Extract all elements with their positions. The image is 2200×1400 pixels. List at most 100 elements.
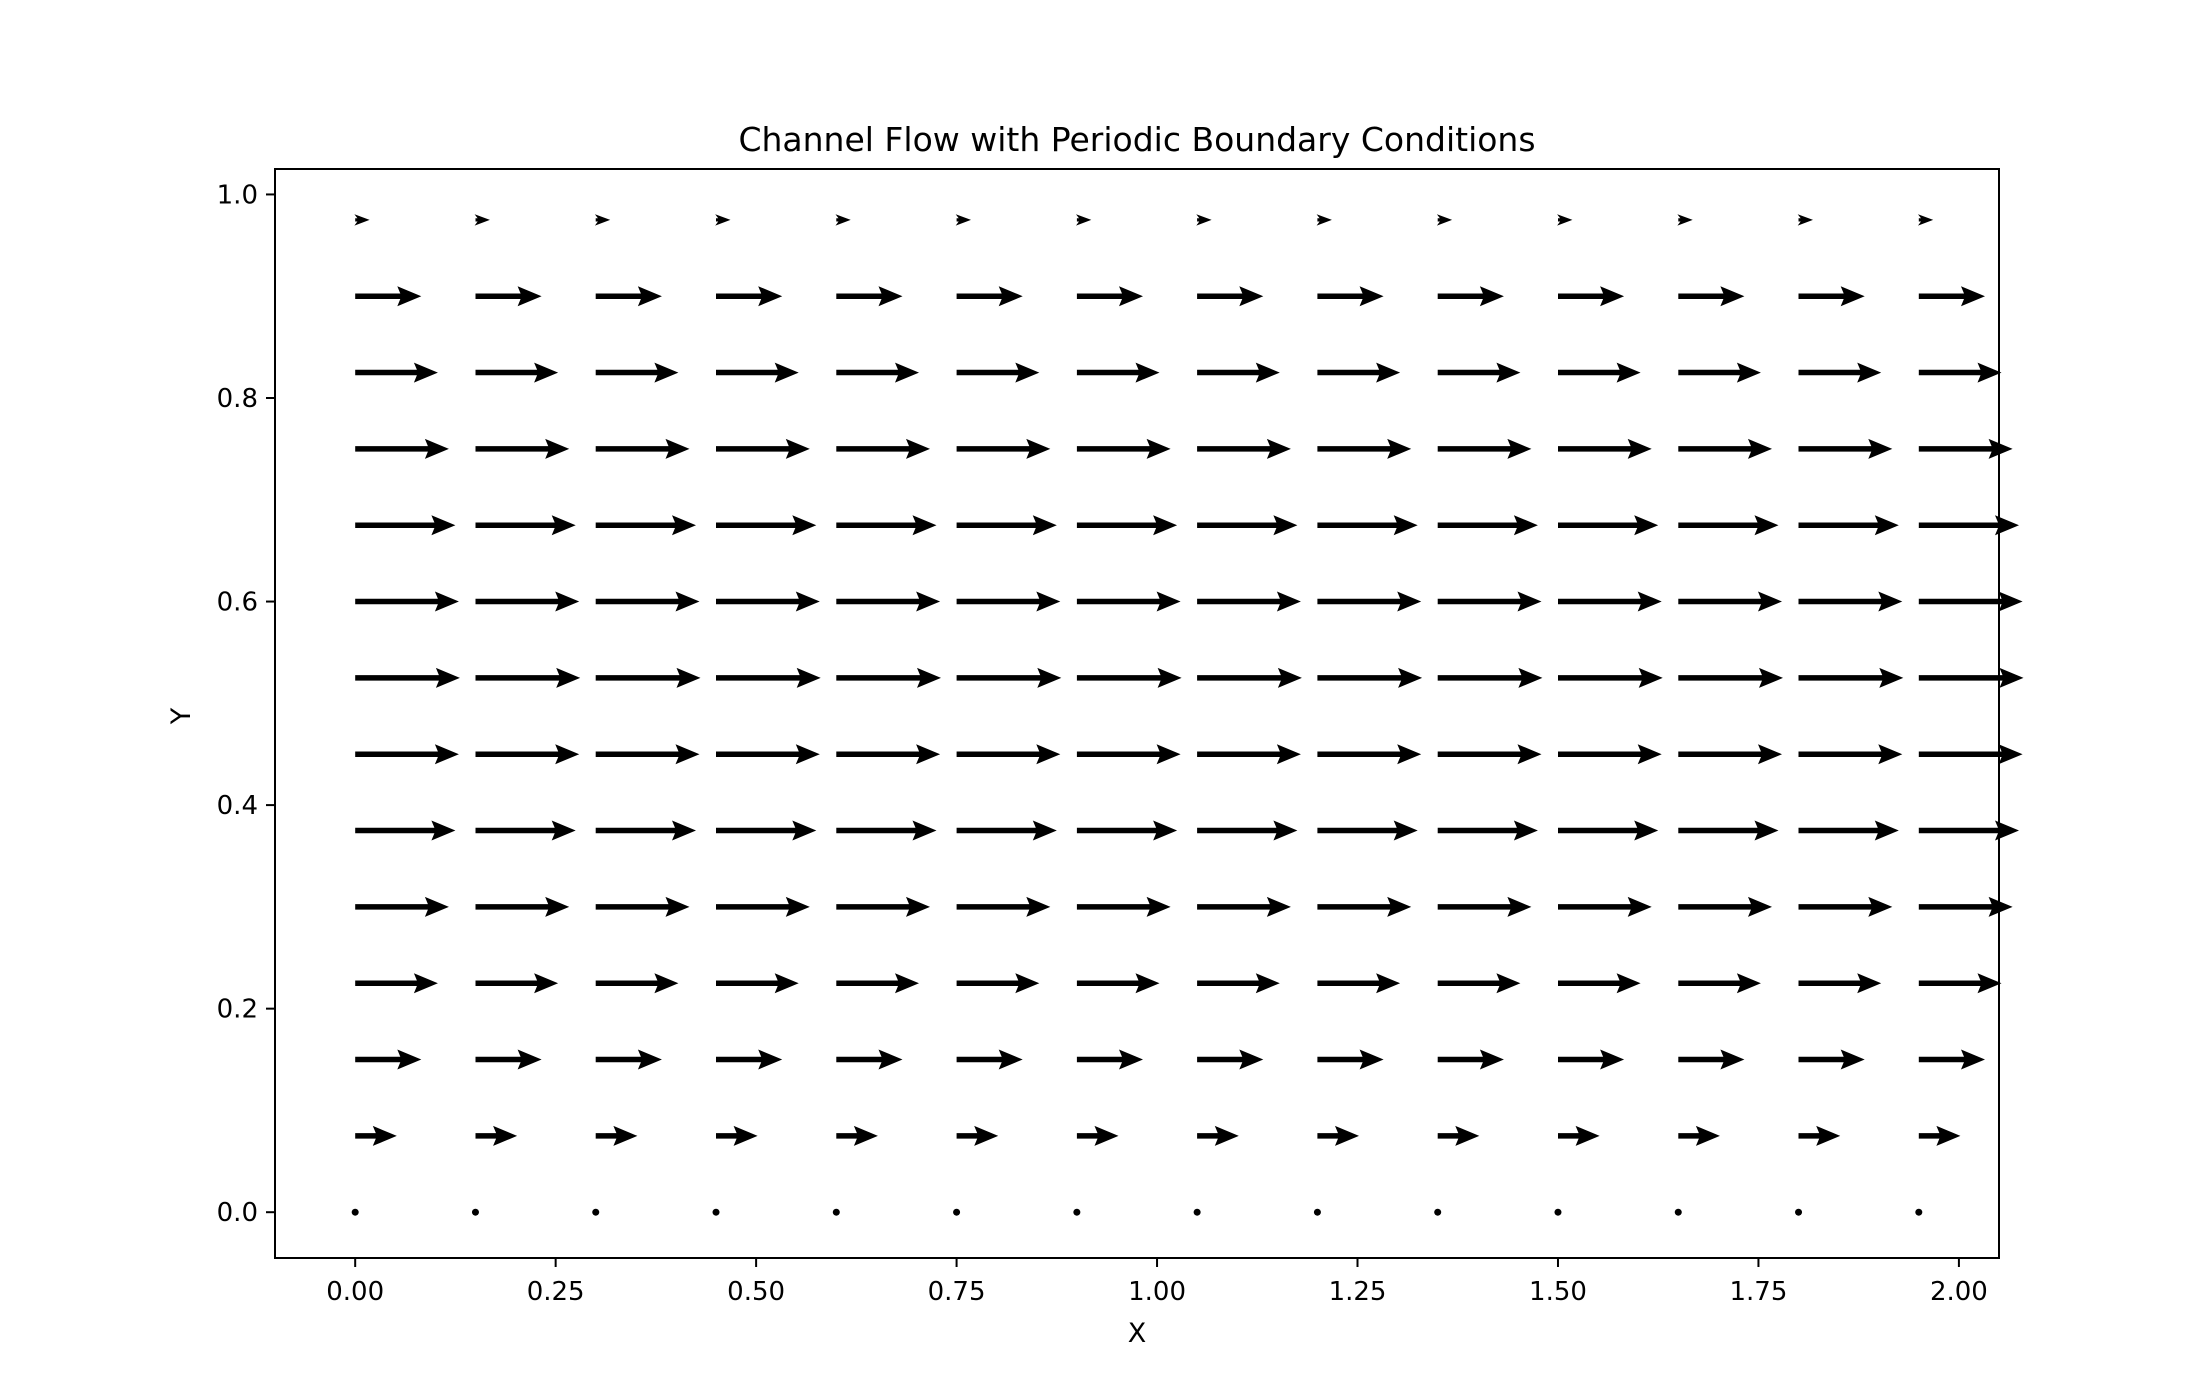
flow-vector	[1554, 1208, 1562, 1216]
flow-vector	[355, 591, 459, 612]
flow-vector	[1798, 438, 1893, 459]
flow-vector	[1678, 515, 1779, 536]
flow-vector	[1558, 667, 1663, 688]
flow-vector	[1317, 591, 1422, 612]
flow-vector	[355, 438, 449, 459]
flow-vector	[1795, 1208, 1803, 1216]
flow-vector	[716, 896, 810, 917]
flow-vector	[1797, 214, 1813, 226]
flow-vector	[836, 286, 903, 307]
flow-vector	[355, 667, 460, 688]
x-tick-label: 1.50	[1529, 1277, 1587, 1307]
flow-vector	[1678, 438, 1772, 459]
flow-vector	[1678, 362, 1761, 383]
flow-vector	[836, 896, 930, 917]
flow-vector	[956, 896, 1051, 917]
flow-vector	[1798, 362, 1882, 383]
flow-vector	[595, 362, 679, 383]
flow-vector	[1317, 515, 1418, 536]
flow-vector	[355, 286, 422, 307]
flow-vector	[1798, 744, 1903, 765]
axes-frame	[274, 168, 2000, 1259]
flow-vector	[955, 214, 971, 226]
flow-vector	[355, 896, 449, 917]
flow-vector	[956, 1049, 1023, 1070]
flow-vector	[1197, 591, 1301, 612]
flow-vector	[836, 820, 937, 841]
flow-vector	[836, 438, 930, 459]
arrow-layer	[351, 214, 2024, 1216]
flow-vector	[595, 820, 696, 841]
flow-vector	[1678, 1049, 1745, 1070]
flow-vector	[1076, 973, 1160, 994]
x-tick-label: 2.00	[1930, 1277, 1988, 1307]
flow-vector	[1558, 896, 1652, 917]
flow-vector	[1197, 896, 1291, 917]
flow-vector	[1918, 820, 2019, 841]
flow-vector	[1915, 1208, 1923, 1216]
flow-vector	[1558, 362, 1641, 383]
y-tick-label: 0.4	[217, 791, 258, 821]
flow-vector	[1313, 1208, 1321, 1216]
flow-vector	[836, 591, 941, 612]
flow-vector	[1317, 973, 1401, 994]
flow-vector	[1073, 1208, 1081, 1216]
flow-vector	[956, 820, 1057, 841]
flow-vector	[836, 744, 941, 765]
flow-vector	[1197, 438, 1291, 459]
flow-vector	[1197, 973, 1280, 994]
flow-vector	[1076, 591, 1181, 612]
flow-vector	[1317, 896, 1412, 917]
flow-vector	[956, 438, 1051, 459]
flow-vector	[1316, 214, 1332, 226]
flow-vector	[1076, 362, 1160, 383]
flow-vector	[1197, 667, 1302, 688]
x-axis-ticks: 0.00 0.25 0.50 0.75 1.00 1.25 1.50 1.75 2.00	[326, 1258, 1988, 1307]
flow-vector	[1436, 214, 1453, 226]
flow-vector	[1918, 973, 2002, 994]
flow-vector	[475, 744, 580, 765]
flow-vector	[595, 1125, 638, 1146]
flow-vector	[1678, 286, 1745, 307]
flow-vector	[1918, 214, 1934, 226]
flow-vector	[715, 214, 731, 226]
flow-vector	[1197, 820, 1298, 841]
flow-vector	[1674, 1208, 1682, 1216]
flow-vector	[832, 1208, 840, 1216]
flow-vector	[1076, 1125, 1119, 1146]
flow-vector	[475, 973, 559, 994]
flow-vector	[1197, 744, 1301, 765]
y-axis-label: Y	[166, 707, 197, 725]
flow-vector	[716, 515, 817, 536]
flow-vector	[1317, 1125, 1359, 1146]
flow-vector	[836, 1125, 878, 1146]
y-tick-label: 0.8	[217, 384, 258, 414]
flow-vector	[1918, 667, 2024, 688]
flow-vector	[1558, 286, 1625, 307]
flow-vector	[595, 667, 701, 688]
flow-vector	[1076, 214, 1092, 226]
flow-vector	[1918, 1049, 1985, 1070]
flow-vector	[1558, 515, 1659, 536]
x-tick-label: 1.25	[1329, 1277, 1387, 1307]
flow-vector	[1197, 1125, 1239, 1146]
flow-vector	[956, 362, 1040, 383]
flow-vector	[1918, 744, 2023, 765]
flow-vector	[1317, 667, 1423, 688]
chart-title: Channel Flow with Periodic Boundary Cond…	[738, 120, 1535, 159]
flow-vector	[475, 667, 581, 688]
flow-vector	[475, 1049, 542, 1070]
flow-vector	[355, 1125, 397, 1146]
flow-vector	[1678, 973, 1761, 994]
flow-vector	[595, 744, 700, 765]
flow-vector	[956, 667, 1062, 688]
flow-vector	[836, 1049, 903, 1070]
flow-vector	[1317, 286, 1384, 307]
flow-vector	[1076, 896, 1171, 917]
flow-vector	[956, 744, 1061, 765]
flow-vector	[1558, 820, 1659, 841]
flow-vector	[1317, 1049, 1384, 1070]
y-tick-label: 0.2	[217, 995, 258, 1025]
flow-vector	[1918, 515, 2019, 536]
